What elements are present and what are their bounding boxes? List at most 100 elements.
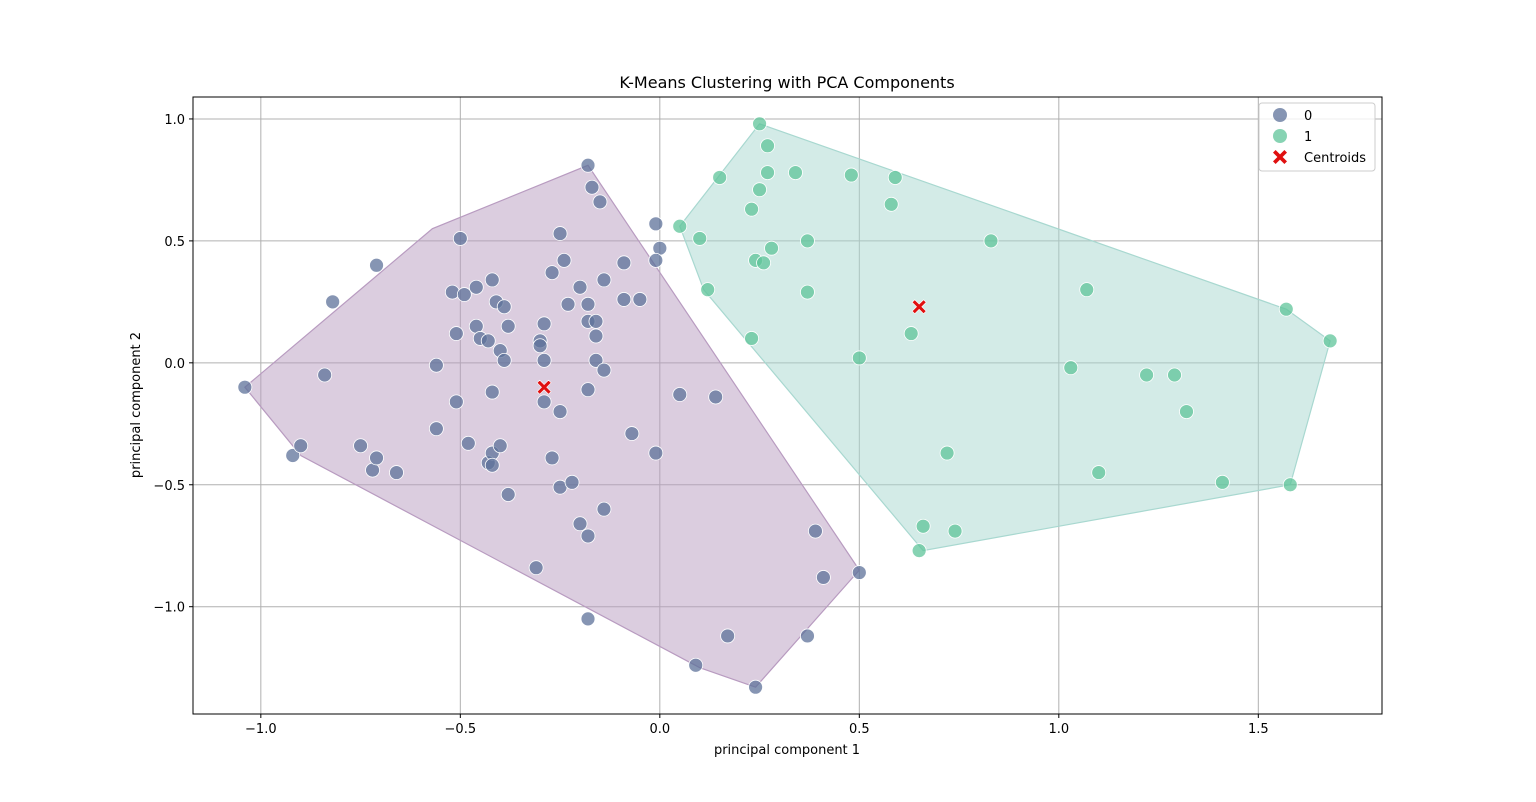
data-point-cluster-0 [556,252,572,268]
data-point-cluster-0 [588,313,604,329]
data-point-cluster-0 [500,318,516,334]
data-point-cluster-0 [564,474,580,490]
data-point-cluster-1 [947,523,963,539]
data-point-cluster-1 [883,196,899,212]
data-point-cluster-0 [544,265,560,280]
data-point-cluster-1 [756,255,771,271]
data-point-cluster-0 [552,404,568,419]
data-point-cluster-1 [1063,360,1079,376]
data-point-cluster-0 [544,450,560,466]
y-tick-label: −1.0 [153,601,185,616]
data-point-cluster-1 [760,165,775,181]
data-point-cluster-0 [632,292,648,307]
cluster-hulls [244,123,1331,688]
centroid-marker [536,379,552,395]
data-point-cluster-1 [939,445,955,461]
data-point-cluster-1 [1167,367,1182,383]
data-point-cluster-0 [293,438,309,454]
x-tick-label: 0.5 [849,722,870,737]
x-tick-label: 1.0 [1048,722,1069,737]
legend-marker-1 [1273,129,1287,143]
data-point-cluster-1 [800,233,815,249]
centroid-marker [911,299,927,315]
data-point-cluster-0 [580,382,596,398]
data-point-cluster-0 [536,316,552,332]
cluster-hull-1 [679,123,1331,552]
data-point-cluster-0 [536,394,552,410]
data-point-cluster-1 [1322,333,1338,349]
data-point-cluster-0 [580,611,596,627]
data-point-cluster-0 [592,194,608,210]
data-point-cluster-0 [800,628,815,644]
data-point-cluster-0 [596,272,612,288]
data-point-cluster-0 [588,352,604,368]
data-point-cluster-0 [748,679,763,695]
y-axis-ticks: 1.0 0.5 0.0 −0.5 −1.0 [153,113,193,616]
data-point-cluster-0 [672,387,688,402]
data-point-cluster-1 [692,231,708,246]
data-point-cluster-1 [843,167,859,183]
data-point-cluster-0 [648,252,664,268]
data-point-cluster-1 [1278,301,1294,317]
data-point-cluster-1 [983,233,999,249]
x-tick-label: 1.5 [1248,722,1269,737]
data-point-cluster-1 [1079,282,1095,298]
data-point-cluster-1 [712,170,728,185]
y-tick-label: 0.0 [164,357,185,372]
data-point-cluster-0 [317,367,333,383]
data-point-cluster-0 [484,457,500,473]
data-point-cluster-0 [528,560,544,576]
plot-frame [192,96,1383,715]
data-point-cluster-0 [500,487,516,502]
data-point-cluster-0 [624,426,640,441]
legend-label-0: 0 [1304,109,1312,124]
data-point-cluster-0 [452,231,468,246]
data-point-cluster-0 [448,394,464,410]
centroid-markers [536,299,927,395]
data-point-cluster-0 [580,296,596,312]
data-point-cluster-0 [369,257,384,273]
data-point-cluster-1 [1179,404,1194,419]
data-point-cluster-0 [460,435,476,451]
data-point-cluster-0 [325,294,341,310]
data-point-cluster-0 [536,352,552,368]
data-points [237,116,1338,695]
data-point-cluster-0 [580,157,596,173]
legend-label-1: 1 [1304,130,1312,145]
x-tick-label: 0.0 [649,722,670,737]
y-tick-label: 1.0 [164,113,185,128]
data-point-cluster-0 [616,255,632,271]
x-tick-label: −0.5 [445,722,477,737]
data-point-cluster-1 [1139,367,1154,383]
data-point-cluster-0 [484,384,500,400]
data-point-cluster-0 [708,389,724,405]
legend-marker-0 [1273,108,1287,122]
data-point-cluster-1 [764,240,779,256]
data-point-cluster-1 [911,543,927,559]
data-point-cluster-0 [444,284,460,300]
data-point-cluster-0 [648,216,664,232]
data-point-cluster-0 [484,272,500,288]
data-point-cluster-0 [496,299,512,315]
x-tick-label: −1.0 [245,722,277,737]
data-point-cluster-0 [584,179,600,195]
data-point-cluster-0 [552,226,568,241]
chart-title: K-Means Clustering with PCA Components [619,73,954,92]
y-tick-label: 0.5 [164,235,185,250]
data-point-cluster-1 [672,218,688,234]
data-point-cluster-0 [588,328,604,344]
data-point-cluster-0 [353,438,368,454]
legend: 0 1 Centroids [1258,102,1376,172]
data-point-cluster-1 [760,138,775,154]
data-point-cluster-1 [1215,474,1230,490]
data-point-cluster-0 [648,445,664,461]
data-point-cluster-1 [700,282,716,298]
data-point-cluster-0 [480,333,496,349]
data-point-cluster-0 [851,565,867,580]
data-point-cluster-1 [1091,465,1107,480]
data-point-cluster-1 [744,331,759,346]
x-axis-ticks: −1.0 −0.5 0.0 0.5 1.0 1.5 [245,714,1269,737]
data-point-cluster-0 [532,338,548,354]
data-point-cluster-1 [752,116,767,132]
